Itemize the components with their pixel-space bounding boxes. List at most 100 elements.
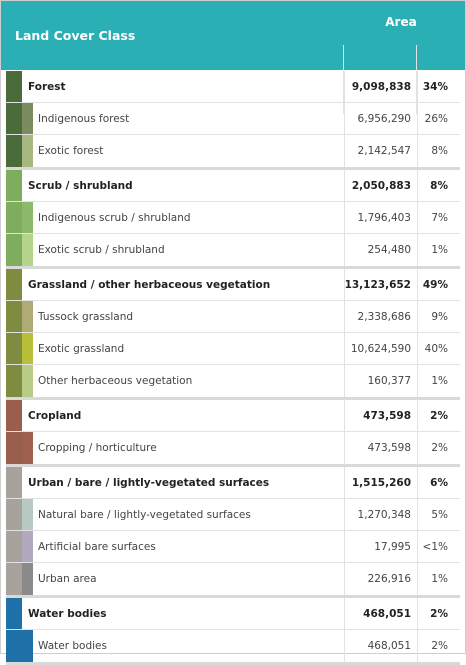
header-area: Area <box>385 15 417 29</box>
subclass-name: Cropping / horticulture <box>38 442 157 454</box>
subclass-color-swatch <box>22 135 33 167</box>
subclass-name: Tussock grassland <box>38 310 134 323</box>
table-row: Other herbaceous vegetation 160,377 1% <box>6 365 460 397</box>
group-color-swatch <box>6 467 22 595</box>
area-ha: 2,142,547 <box>344 135 418 167</box>
area-ha: 1,515,260 <box>344 467 418 498</box>
subclass-color-swatch <box>22 563 33 595</box>
subclass-name: Artificial bare surfaces <box>38 540 156 553</box>
area-ha: 13,123,652 <box>344 269 418 300</box>
table-row: Forest 9,098,838 34% <box>6 71 460 103</box>
class-name: Forest <box>28 80 66 93</box>
area-percent: 1% <box>431 244 448 256</box>
table-row: Water bodies 468,051 2% <box>6 598 460 630</box>
table-row: Scrub / shrubland 2,050,883 8% <box>6 170 460 202</box>
class-name: Grassland / other herbaceous vegetation <box>28 278 271 291</box>
table-row: Indigenous scrub / shrubland 1,796,403 7% <box>6 202 460 234</box>
table-row: Cropland 473,598 2% <box>6 400 460 432</box>
subclass-color-swatch <box>22 531 33 562</box>
subclass-color-swatch <box>22 365 33 397</box>
table-group: Cropland 473,598 2% Cropping / horticulture… <box>6 400 460 467</box>
table-row: Exotic scrub / shrubland 254,480 1% <box>6 234 460 266</box>
area-ha: 160,377 <box>344 365 418 397</box>
subclass-name: Water bodies <box>38 640 107 652</box>
class-name: Urban / bare / lightly-vegetated surface… <box>28 476 270 489</box>
subclass-name: Urban area <box>38 573 97 585</box>
table-row: Urban / bare / lightly-vegetated surface… <box>6 467 460 499</box>
subclass-color-swatch <box>22 630 33 662</box>
area-percent: 2% <box>430 409 448 422</box>
area-ha: 1,796,403 <box>344 202 418 233</box>
table-row: Exotic forest 2,142,547 8% <box>6 135 460 167</box>
area-ha: 1,270,348 <box>344 499 418 530</box>
subclass-name: Natural bare / lightly-vegetated surface… <box>38 508 251 521</box>
area-ha: 2,050,883 <box>344 170 418 201</box>
area-percent: 2% <box>431 640 448 652</box>
group-color-swatch <box>6 598 22 662</box>
header-land-cover-class: Land Cover Class <box>15 28 136 43</box>
area-ha: 468,051 <box>344 630 418 662</box>
subclass-color-swatch <box>22 333 33 364</box>
table-row: Urban area 226,916 1% <box>6 563 460 595</box>
area-ha: 2,338,686 <box>344 301 418 332</box>
subclass-color-swatch <box>22 432 33 464</box>
table-row: Tussock grassland 2,338,686 9% <box>6 301 460 333</box>
table-row: Exotic grassland 10,624,590 40% <box>6 333 460 365</box>
area-percent: 1% <box>431 573 448 585</box>
subclass-color-swatch <box>22 499 33 530</box>
area-ha: 473,598 <box>344 432 418 464</box>
group-color-swatch <box>6 400 22 464</box>
subclass-color-swatch <box>22 234 33 266</box>
subclass-name: Indigenous scrub / shrubland <box>38 211 191 224</box>
table-row: Indigenous forest 6,956,290 26% <box>6 103 460 135</box>
subclass-name: Exotic scrub / shrubland <box>38 244 165 256</box>
area-percent: 34% <box>422 80 448 93</box>
table-header: Land Cover Class Area ha % <box>1 1 465 114</box>
group-color-swatch <box>6 269 22 397</box>
subclass-color-swatch <box>22 103 33 134</box>
table-row: Grassland / other herbaceous vegetation 1… <box>6 269 460 301</box>
subclass-name: Exotic grassland <box>38 342 125 355</box>
class-name: Water bodies <box>28 607 107 620</box>
area-percent: 2% <box>430 607 448 620</box>
subclass-name: Indigenous forest <box>38 112 130 125</box>
header-percent: % <box>434 72 447 87</box>
area-ha: 17,995 <box>344 531 418 562</box>
table-row: Artificial bare surfaces 17,995 <1% <box>6 531 460 563</box>
area-ha: 10,624,590 <box>344 333 418 364</box>
table-group: Forest 9,098,838 34% Indigenous forest 6,956… <box>6 71 460 170</box>
area-ha: 254,480 <box>344 234 418 266</box>
area-percent: 6% <box>430 476 448 489</box>
table-group: Grassland / other herbaceous vegetation 1… <box>6 269 460 400</box>
table-body: Forest 9,098,838 34% Indigenous forest 6,956… <box>6 71 460 665</box>
area-ha: 226,916 <box>344 563 418 595</box>
area-ha: 9,098,838 <box>344 71 418 102</box>
subclass-color-swatch <box>22 301 33 332</box>
subclass-color-swatch <box>22 202 33 233</box>
area-percent: 8% <box>431 145 448 157</box>
area-percent: 5% <box>431 508 448 521</box>
subclass-name: Other herbaceous vegetation <box>38 375 193 387</box>
area-percent: 8% <box>430 179 448 192</box>
area-percent: <1% <box>422 540 448 553</box>
area-ha: 6,956,290 <box>344 103 418 134</box>
area-ha: 468,051 <box>344 598 418 629</box>
table-row: Cropping / horticulture 473,598 2% <box>6 432 460 464</box>
header-ha: ha <box>343 45 417 114</box>
table-row: Water bodies 468,051 2% <box>6 630 460 662</box>
area-percent: 2% <box>431 442 448 454</box>
group-color-swatch <box>6 71 22 167</box>
table-group: Scrub / shrubland 2,050,883 8% Indigenous s… <box>6 170 460 269</box>
group-color-swatch <box>6 170 22 266</box>
table-group: Water bodies 468,051 2% Water bodies 468,051… <box>6 598 460 665</box>
area-percent: 7% <box>431 211 448 224</box>
table-group: Urban / bare / lightly-vegetated surface… <box>6 467 460 598</box>
area-ha: 473,598 <box>344 400 418 431</box>
class-name: Scrub / shrubland <box>28 179 133 192</box>
subclass-name: Exotic forest <box>38 145 104 157</box>
area-percent: 9% <box>431 310 448 323</box>
area-percent: 26% <box>424 112 448 125</box>
class-name: Cropland <box>28 409 82 422</box>
area-percent: 49% <box>422 278 448 291</box>
